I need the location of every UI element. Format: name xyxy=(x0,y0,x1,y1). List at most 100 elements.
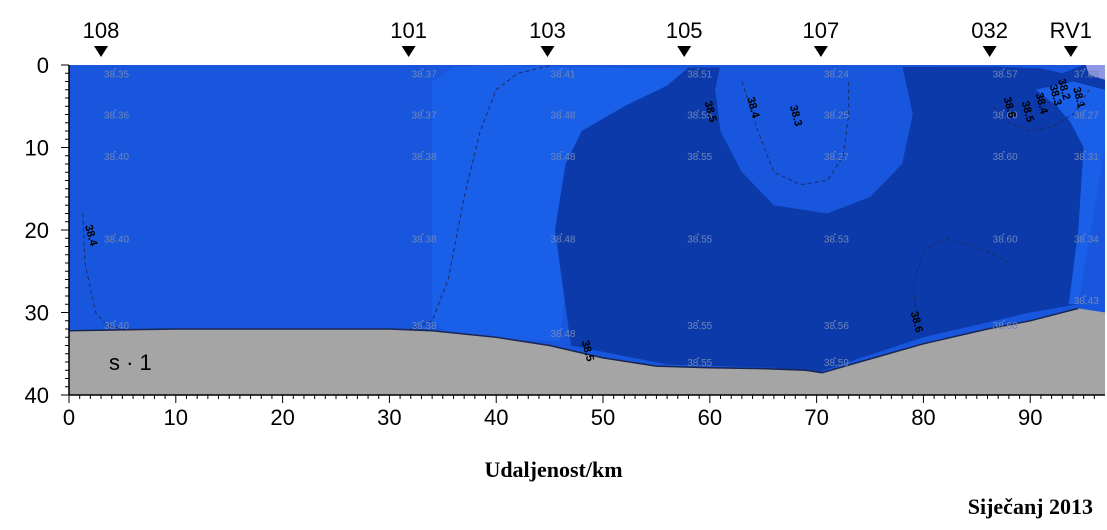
x-tick-label: 60 xyxy=(698,405,722,430)
measurement-value: 38.51 xyxy=(687,69,712,80)
measurement-value: 38.48 xyxy=(550,152,575,163)
x-tick-label: 40 xyxy=(484,405,508,430)
contour-38-3-plume xyxy=(741,81,850,186)
measurement-value: 37.88 xyxy=(1074,69,1099,80)
measurement-point xyxy=(560,68,563,71)
measurement-point xyxy=(1002,150,1005,153)
measurement-point xyxy=(834,319,836,322)
contour-label: 38.5 xyxy=(579,339,596,363)
station-marker xyxy=(982,46,997,57)
measurement-value: 38.36 xyxy=(104,111,129,122)
y-tick-label: 10 xyxy=(25,136,49,161)
measurement-value: 38.34 xyxy=(1074,234,1099,245)
measurement-value: 38.57 xyxy=(993,69,1018,80)
measurement-point xyxy=(697,68,700,71)
contour-label: 38.4 xyxy=(1033,92,1050,117)
zone-surface-max xyxy=(1085,65,1105,80)
measurement-point xyxy=(421,109,424,112)
measurement-value: 38.59 xyxy=(824,358,849,369)
measurement-point xyxy=(1002,319,1005,322)
measurement-point xyxy=(1002,233,1005,236)
measurement-point xyxy=(114,233,116,236)
measurement-point xyxy=(560,109,563,112)
station-marker xyxy=(677,46,692,57)
measurement-value: 38.60 xyxy=(993,234,1018,245)
measurement-point xyxy=(421,68,424,71)
y-tick-label: 30 xyxy=(25,301,49,326)
measurement-value: 38.56 xyxy=(824,321,849,332)
contour-label: 38.2 xyxy=(1055,78,1072,102)
measurement-value: 38.27 xyxy=(824,152,849,163)
measurement-point xyxy=(1083,109,1086,112)
measurement-values-layer: 38.35 38.36 38.40 38.40 38.40 38.37 38.37 38.38… xyxy=(104,68,1099,369)
station-marker xyxy=(94,46,109,57)
measurement-point xyxy=(697,109,700,112)
measurement-value: 38.55 xyxy=(687,152,712,163)
station-label: 105 xyxy=(666,18,703,43)
measurement-value: 38.40 xyxy=(104,234,129,245)
contour-label: 38.5 xyxy=(1019,100,1036,124)
station-marker xyxy=(813,46,828,57)
measurement-value: 38.55 xyxy=(687,234,712,245)
measurement-value: 38.27 xyxy=(1074,111,1099,122)
contour-label: 38.3 xyxy=(1047,83,1064,107)
measurement-value: 38.53 xyxy=(824,234,849,245)
measurement-value: 38.37 xyxy=(412,111,437,122)
stations-layer: 108 101 103 105 107 032 RV1 xyxy=(83,18,1092,57)
contour-38-4-left xyxy=(82,213,123,330)
measurement-value: 38.48 xyxy=(550,111,575,122)
seabed-layer xyxy=(68,307,1105,395)
measurement-value: 38.55 xyxy=(687,321,712,332)
measurement-point xyxy=(560,150,563,153)
x-tick-label: 50 xyxy=(591,405,615,430)
y-tick-label: 20 xyxy=(25,218,49,243)
station-marker xyxy=(540,46,555,57)
seabed xyxy=(69,308,1105,395)
measurement-value: 38.40 xyxy=(104,152,129,163)
contour-label: 38.4 xyxy=(82,224,99,249)
measurement-value: 38.35 xyxy=(104,69,129,80)
measurement-value: 38.60 xyxy=(993,321,1018,332)
measurement-value: 38.25 xyxy=(824,111,849,122)
measurement-point xyxy=(421,233,424,236)
measurement-value: 38.38 xyxy=(412,234,437,245)
x-tick-label: 80 xyxy=(911,405,935,430)
measurement-point xyxy=(1083,150,1086,153)
measurement-point xyxy=(1002,68,1005,71)
contour-lines-layer xyxy=(82,65,1090,330)
measurement-point xyxy=(697,150,700,153)
x-tick-label: 10 xyxy=(164,405,188,430)
measurement-value: 38.40 xyxy=(104,321,129,332)
station-marker xyxy=(1063,46,1078,57)
measurement-point xyxy=(1083,68,1086,71)
contour-38-6-lower xyxy=(912,237,1010,321)
measurement-value: 38.48 xyxy=(550,329,575,340)
axes-layer: 0 10 20 30 40 0 10 20 30 40 50 60 70 80 90 xyxy=(25,53,1105,430)
parameter-label: s · 1 xyxy=(109,350,152,375)
measurement-point xyxy=(697,319,700,322)
zone-plume xyxy=(715,65,913,214)
station-label: 103 xyxy=(529,18,566,43)
measurement-value: 38.38 xyxy=(412,321,437,332)
x-tick-label: 0 xyxy=(63,405,75,430)
measurement-value: 38.55 xyxy=(687,358,712,369)
measurement-point xyxy=(560,328,563,331)
zone-core xyxy=(555,65,1105,373)
station-label: 101 xyxy=(390,18,427,43)
measurement-point xyxy=(697,233,700,236)
measurement-point xyxy=(1083,233,1086,236)
measurement-point xyxy=(560,233,563,236)
zone-right-band xyxy=(1035,81,1105,305)
contour-label: 38.1 xyxy=(1070,86,1087,110)
measurement-point xyxy=(834,150,836,153)
x-axis-title: Udaljenost/km xyxy=(484,457,623,482)
measurement-point xyxy=(834,109,836,112)
measurement-value: 38.55 xyxy=(687,111,712,122)
station-label: 032 xyxy=(971,18,1008,43)
x-tick-label: 90 xyxy=(1018,405,1042,430)
contour-38-5-right xyxy=(992,89,1090,132)
contour-label: 38.4 xyxy=(744,96,761,121)
measurement-point xyxy=(421,150,424,153)
measurement-point xyxy=(114,150,116,153)
